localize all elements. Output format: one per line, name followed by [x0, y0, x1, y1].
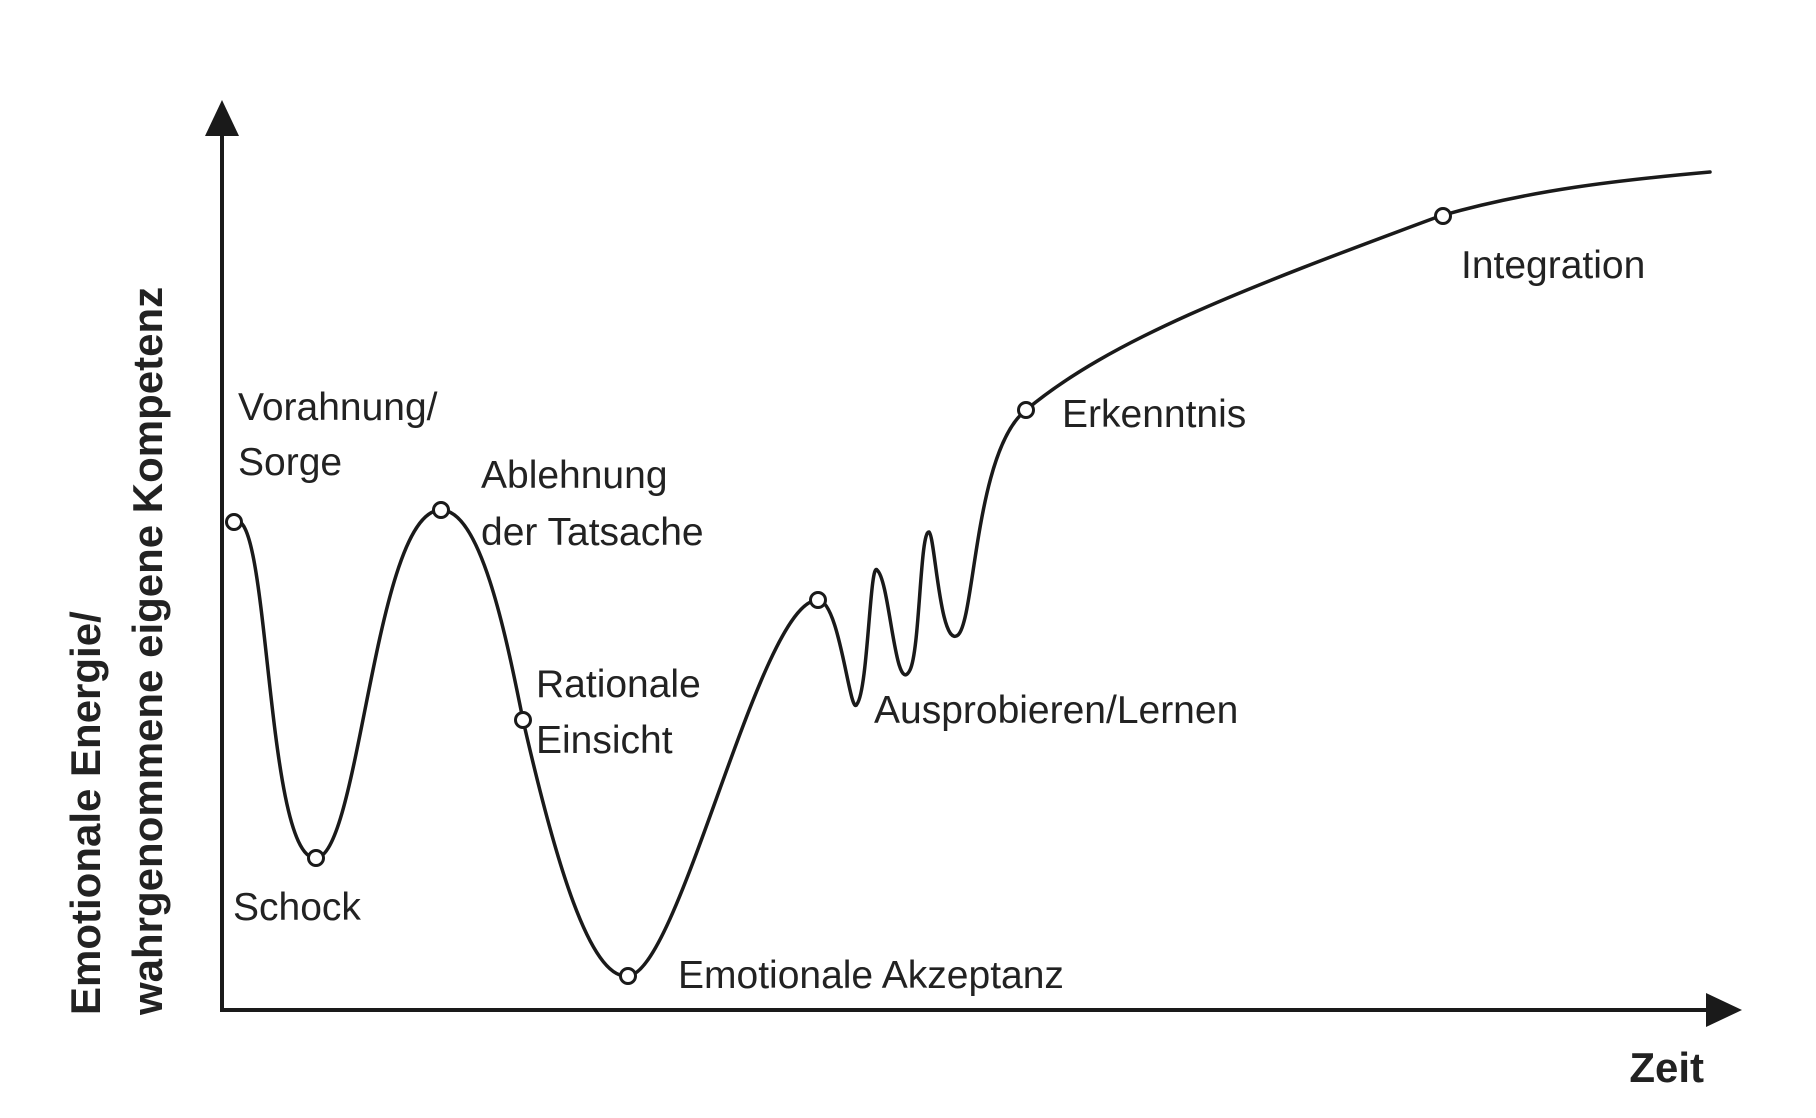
label-ablehnung-line1: Ablehnung — [481, 454, 668, 497]
x-axis-label: Zeit — [1629, 1044, 1704, 1091]
label-ablehnung-line2: der Tatsache — [481, 511, 704, 554]
marker-erkenntnis — [1017, 401, 1035, 419]
marker-integration — [1434, 207, 1452, 225]
x-axis-arrow — [1706, 993, 1742, 1027]
change-curve — [232, 170, 1712, 978]
label-emotionale-akzeptanz: Emotionale Akzeptanz — [678, 954, 1064, 997]
label-vorahnung-line2: Sorge — [238, 441, 342, 484]
marker-emotionale-akzeptanz — [619, 967, 637, 985]
label-rationale-line1: Rationale — [536, 663, 701, 706]
label-rationale-line2: Einsicht — [536, 719, 673, 762]
label-ausprobieren: Ausprobieren/Lernen — [874, 689, 1238, 732]
marker-schock — [307, 849, 325, 867]
label-erkenntnis: Erkenntnis — [1062, 393, 1246, 436]
label-integration: Integration — [1461, 244, 1645, 287]
marker-rationale-einsicht — [514, 711, 532, 729]
label-schock: Schock — [233, 886, 361, 929]
y-axis-arrow — [205, 100, 239, 136]
y-axis-label-line1: Emotionale Energie/ — [62, 611, 109, 1015]
marker-ablehnung — [432, 501, 450, 519]
marker-ausprobieren — [809, 591, 827, 609]
label-vorahnung-line1: Vorahnung/ — [238, 386, 438, 429]
y-axis-label-line2: wahrgenommene eigene Kompetenz — [124, 287, 171, 1016]
marker-vorahnung — [225, 513, 243, 531]
